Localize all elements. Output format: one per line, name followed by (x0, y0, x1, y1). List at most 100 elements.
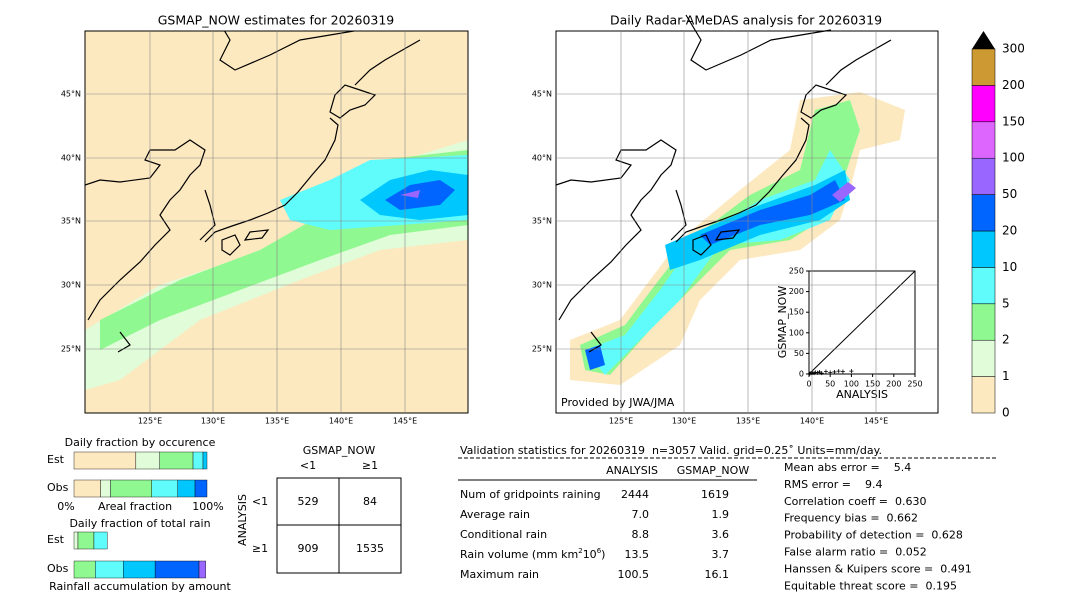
colorbar-segment (971, 376, 996, 414)
colorbar-segment (971, 339, 996, 377)
lat-label: 30°N (532, 281, 552, 290)
axis-right: 100% (192, 500, 223, 513)
row-name: Obs (47, 481, 69, 494)
colorbar-label: 20 (1002, 224, 1017, 238)
label-part: 6 (597, 547, 602, 555)
scatter-point (817, 369, 822, 374)
fraction-segment (202, 451, 208, 470)
stats-value: 2444 (621, 488, 649, 501)
scatter-point (815, 370, 820, 375)
lon-label: 130°E (672, 417, 696, 426)
stats-col: ANALYSIS (606, 464, 658, 477)
stats-value: 7.0 (632, 508, 650, 521)
inset-x-tick: 100 (844, 380, 859, 389)
col-title: GSMAP_NOW (303, 444, 376, 457)
lon-label: 125°E (138, 417, 162, 426)
inset-y-tick: 250 (789, 267, 804, 276)
score: Mean abs error = 5.4 (784, 461, 911, 474)
cell: 909 (298, 542, 319, 555)
lon-label: 145°E (864, 417, 888, 426)
colorbar-label: 5 (1002, 296, 1010, 310)
lat-label: 35°N (61, 217, 81, 226)
inset-y-tick: 50 (794, 349, 804, 358)
stats-value: 8.8 (632, 528, 650, 541)
colorbar-segment (971, 85, 996, 123)
right-map: Provided by JWA/JMA ANALYSIS GSMAP_NOW (555, 14, 939, 414)
inset-y-tick: 100 (789, 328, 804, 337)
fraction-segment (93, 531, 108, 550)
score: False alarm ratio = 0.052 (784, 546, 927, 559)
stats-value: 3.7 (712, 548, 730, 561)
stats-label: Num of gridpoints raining (460, 488, 601, 501)
cell: 84 (363, 495, 377, 508)
scatter-point (823, 369, 828, 374)
stats-label: Rain volume (mm km2106) (460, 547, 605, 561)
colorbar-label: 1 (1002, 369, 1010, 383)
lat-label: 25°N (532, 345, 552, 354)
fraction-segment (73, 560, 96, 579)
colorbar-segment (971, 121, 996, 159)
fraction-segment (151, 479, 178, 498)
stats-value: 13.5 (625, 548, 650, 561)
label-part: 10 (583, 548, 597, 561)
lat-label: 25°N (61, 345, 81, 354)
fraction-segment (198, 560, 206, 579)
label-part: ) (601, 548, 605, 561)
colorbar-label: 50 (1002, 187, 1017, 201)
score: RMS error = 9.4 (784, 478, 882, 491)
lon-label: 135°E (265, 417, 289, 426)
col-label: <1 (300, 459, 316, 472)
row-label: <1 (252, 495, 268, 508)
score: Hanssen & Kuipers score = 0.491 (784, 562, 972, 575)
fraction-segment (177, 479, 196, 498)
score: Frequency bias = 0.662 (784, 512, 918, 525)
scatter-point (819, 371, 824, 376)
lat-label: 30°N (61, 281, 81, 290)
row-name: Est (47, 453, 65, 466)
col-label: ≥1 (362, 459, 378, 472)
row-label: ≥1 (252, 542, 268, 555)
stats-label: Average rain (460, 508, 530, 521)
map-title: GSMAP_NOW estimates for 20260319 (158, 13, 395, 28)
inset-y-tick: 200 (789, 287, 804, 296)
colorbar-label: 200 (1002, 78, 1025, 92)
total-rain-footer: Rainfall accumulation by amount (49, 580, 231, 593)
occurrence-title: Daily fraction by occurence (65, 436, 216, 449)
lon-label: 140°E (329, 417, 353, 426)
inset-y-tick: 0 (799, 370, 804, 379)
fraction-segment (100, 479, 111, 498)
stats-header: Validation statistics for 20260319 n=305… (460, 444, 882, 457)
label-part: Rain volume (mm km (460, 548, 578, 561)
colorbar-label: 300 (1002, 42, 1025, 56)
fraction-segment (135, 451, 160, 470)
colorbar-label: 100 (1002, 151, 1025, 165)
stats-label: Maximum rain (460, 568, 539, 581)
label-part: 2 (578, 547, 582, 555)
axis-left: 0% (57, 500, 74, 513)
label-part: Num of gridpoints raining (460, 488, 601, 501)
stats-label: Conditional rain (460, 528, 547, 541)
fraction-segment (194, 479, 208, 498)
scatter-point (828, 370, 833, 375)
inset-x-tick: 150 (865, 380, 880, 389)
colorbar-segment (971, 230, 996, 268)
fraction-segment (110, 479, 153, 498)
lon-label: 125°E (609, 417, 633, 426)
lon-label: 140°E (800, 417, 824, 426)
fraction-segment (95, 560, 124, 579)
colorbar-segment (971, 48, 996, 86)
lon-label: 145°E (393, 417, 417, 426)
total-rain-title: Daily fraction of total rain (69, 517, 210, 530)
fraction-segment (192, 451, 204, 470)
colorbar-extend (972, 31, 995, 49)
inset-x-tick: 250 (907, 380, 922, 389)
scatter-point (836, 369, 841, 374)
credit: Provided by JWA/JMA (561, 396, 675, 409)
fraction-segment (73, 531, 79, 550)
fraction-segment (159, 451, 194, 470)
stats-value: 1619 (701, 488, 729, 501)
axis-middle: Areal fraction (98, 500, 172, 513)
cell: 529 (298, 495, 319, 508)
scatter-point (849, 369, 854, 374)
